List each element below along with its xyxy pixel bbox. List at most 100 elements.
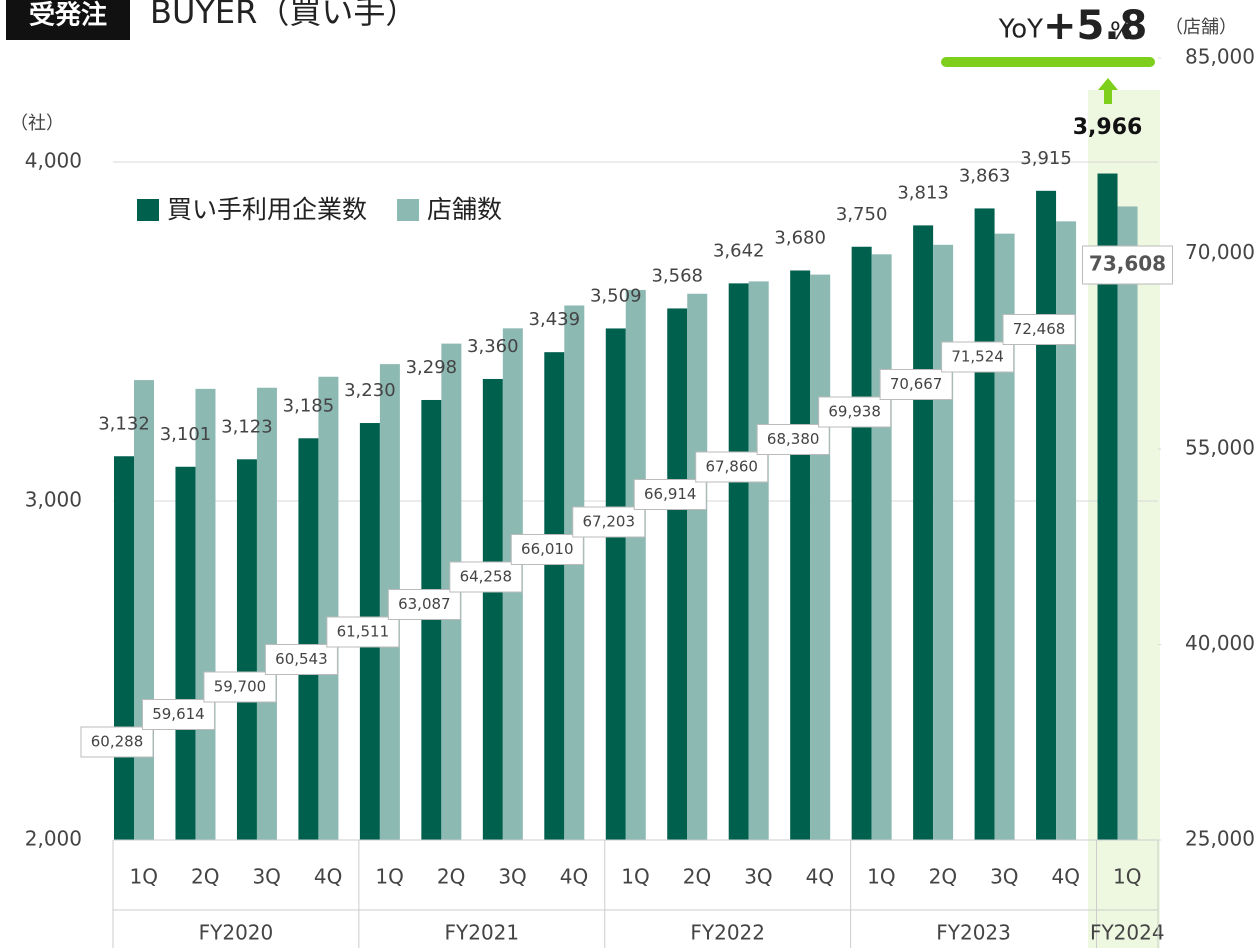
- bar: [482, 378, 503, 840]
- x-tick-label: 2Q: [683, 865, 711, 889]
- legend-label: 店舗数: [427, 195, 502, 224]
- bar: [256, 387, 277, 840]
- label-box: [1002, 314, 1076, 345]
- value-label: 3,298: [406, 357, 458, 378]
- label-box: [449, 561, 523, 593]
- value-label: 68,380: [767, 430, 820, 448]
- group-label: FY2023: [936, 921, 1011, 945]
- label-box: [1082, 245, 1174, 285]
- y-tick-label: 4,000: [25, 149, 82, 173]
- label-box: [633, 479, 707, 510]
- bar: [544, 352, 565, 840]
- label-box: [326, 616, 400, 648]
- x-tick-label: 2Q: [929, 865, 957, 889]
- x-tick-label: 1Q: [130, 865, 158, 889]
- value-label: 67,203: [583, 513, 636, 531]
- label-box: [818, 396, 892, 428]
- value-label: 67,860: [705, 458, 758, 476]
- bar: [605, 328, 626, 840]
- bar: [236, 459, 257, 840]
- value-label: 59,614: [152, 705, 205, 723]
- value-label: 3,439: [529, 309, 581, 330]
- bar: [810, 274, 831, 840]
- value-label: 3,568: [651, 265, 703, 286]
- bar: [625, 289, 646, 840]
- label-box: [756, 424, 830, 455]
- value-label: 72,468: [1013, 320, 1066, 338]
- y-axis-label: （社）: [10, 113, 64, 134]
- badge-bg: [6, 0, 130, 40]
- value-label: 61,511: [337, 623, 390, 641]
- bar: [871, 254, 892, 841]
- label-box: [203, 671, 277, 703]
- x-tick-label: 4Q: [1052, 865, 1080, 889]
- yoy-suffix: %: [1110, 17, 1133, 45]
- x-tick-label: 1Q: [375, 865, 403, 889]
- label-box: [879, 369, 953, 400]
- group-label: FY2021: [445, 921, 520, 945]
- group-label: FY2020: [199, 921, 274, 945]
- yoy-prefix: YoY: [998, 15, 1043, 45]
- x-tick-label: 3Q: [498, 865, 526, 889]
- bar: [851, 246, 872, 840]
- yoy-value: +5.8: [1043, 3, 1147, 49]
- label-box: [264, 644, 338, 675]
- bar: [134, 380, 154, 840]
- bar: [318, 376, 339, 840]
- y2-tick-label: 25,000: [1185, 827, 1255, 851]
- value-label: 3,863: [959, 165, 1011, 186]
- bar: [790, 270, 811, 841]
- bar: [667, 308, 688, 840]
- bar: [114, 456, 134, 840]
- value-label: 66,914: [644, 485, 697, 503]
- bar: [687, 293, 708, 841]
- legend-swatch: [397, 199, 420, 221]
- value-label: 3,915: [1020, 148, 1072, 169]
- value-label: 3,123: [221, 416, 273, 437]
- x-tick-label: 3Q: [252, 865, 280, 889]
- value-label: 3,360: [467, 336, 519, 357]
- label-box: [572, 506, 646, 538]
- x-tick-label: 4Q: [314, 865, 342, 889]
- group-label: FY2022: [690, 921, 765, 945]
- value-label: 3,642: [713, 240, 765, 261]
- label-box: [695, 451, 769, 483]
- y2-tick-label: 70,000: [1185, 240, 1255, 264]
- x-tick-label: 4Q: [806, 865, 834, 889]
- x-tick-label: 2Q: [191, 865, 219, 889]
- value-label: 69,938: [828, 403, 881, 421]
- bar: [195, 388, 216, 840]
- x-tick-label: 4Q: [560, 865, 588, 889]
- label-box: [141, 699, 215, 730]
- legend-label: 買い手利用企業数: [167, 195, 367, 224]
- y-tick-label: 2,000: [25, 827, 82, 851]
- bar: [175, 466, 196, 840]
- value-label: 59,700: [214, 678, 267, 696]
- value-label: 73,608: [1089, 252, 1166, 276]
- bar: [1097, 173, 1118, 840]
- value-label: 60,288: [91, 733, 144, 751]
- value-label: 3,101: [160, 424, 212, 445]
- x-tick-label: 3Q: [990, 865, 1018, 889]
- x-tick-label: 1Q: [1113, 865, 1141, 889]
- bar: [728, 283, 749, 840]
- x-tick-label: 1Q: [867, 865, 895, 889]
- yoy-arrow: [1098, 78, 1118, 104]
- badge: 受発注: [29, 0, 107, 31]
- value-label: 3,813: [897, 182, 949, 203]
- legend: 買い手利用企業数 店舗数: [137, 195, 502, 224]
- value-label: 3,509: [590, 285, 642, 306]
- legend-swatch: [137, 199, 159, 221]
- value-label: 60,543: [275, 650, 328, 668]
- bar: [298, 438, 319, 840]
- value-label: 64,258: [460, 568, 513, 586]
- bar: [1036, 190, 1057, 840]
- x-tick-label: 2Q: [437, 865, 465, 889]
- label-box: [387, 589, 461, 620]
- value-label: 3,132: [98, 413, 150, 434]
- bar: [974, 208, 995, 840]
- y2-tick-label: 55,000: [1185, 436, 1255, 460]
- label-box: [941, 341, 1015, 373]
- x-tick-label: 3Q: [744, 865, 772, 889]
